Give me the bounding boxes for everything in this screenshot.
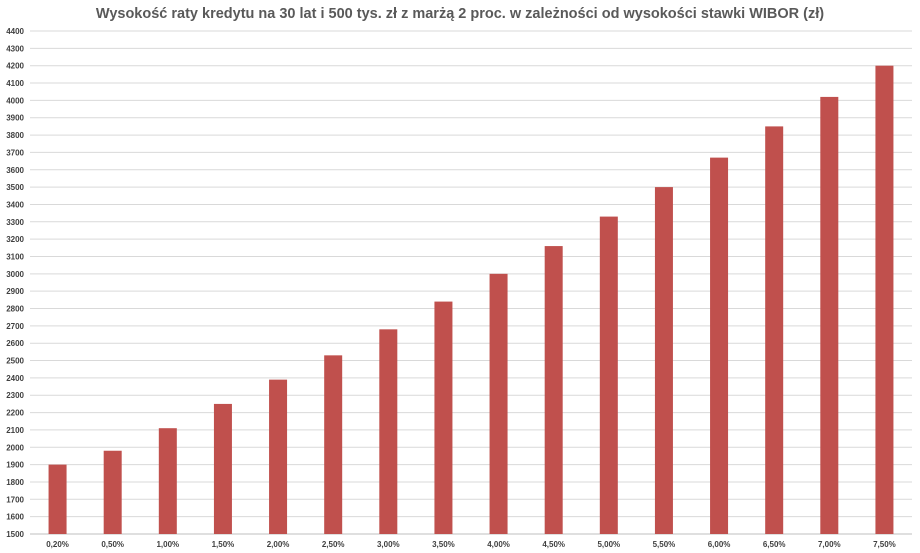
y-tick-label: 2300 [6,391,24,400]
bar [48,464,67,534]
x-tick-label: 0,50% [101,540,124,549]
y-tick-label: 2100 [6,426,24,435]
gridlines [30,30,912,535]
y-tick-label: 2000 [6,443,24,452]
bar [434,301,453,534]
bar [489,273,508,534]
bar [213,403,232,534]
x-tick-label: 3,50% [432,540,455,549]
bar [324,355,343,534]
y-tick-label: 4200 [6,62,24,71]
y-tick-label: 3600 [6,166,24,175]
y-tick-label: 2400 [6,374,24,383]
y-tick-label: 1900 [6,461,24,470]
y-tick-label: 2800 [6,305,24,314]
x-tick-label: 2,00% [267,540,290,549]
x-tick-label: 0,20% [46,540,69,549]
bar [379,329,398,534]
y-tick-label: 3800 [6,131,24,140]
bar [158,428,177,534]
y-tick-label: 1600 [6,513,24,522]
bar [820,96,839,535]
y-tick-label: 3100 [6,252,24,261]
y-tick-label: 1800 [6,478,24,487]
x-tick-label: 4,50% [542,540,565,549]
x-tick-label: 2,50% [322,540,345,549]
x-tick-label: 3,00% [377,540,400,549]
y-tick-label: 4300 [6,44,24,53]
y-tick-label: 2900 [6,287,24,296]
y-tick-label: 3200 [6,235,24,244]
bar [269,379,288,534]
bar [875,65,894,535]
y-axis-ticks: 1500 1600 1700 1800 1900 2000 2100 2200 2300 2400… [6,27,24,539]
y-tick-label: 3400 [6,200,24,209]
bars [48,65,894,535]
y-tick-label: 3700 [6,148,24,157]
bar [599,216,618,534]
y-tick-label: 4400 [6,27,24,36]
x-tick-label: 1,00% [156,540,179,549]
y-tick-label: 1700 [6,495,24,504]
y-tick-label: 3500 [6,183,24,192]
bar [544,246,563,534]
x-axis-ticks: 0,20% 0,50% 1,00% 1,50% 2,00% 2,50% 3,00% 3,50%… [46,540,896,549]
y-tick-label: 3000 [6,270,24,279]
y-tick-label: 2700 [6,322,24,331]
y-tick-label: 3300 [6,218,24,227]
y-tick-label: 2200 [6,409,24,418]
x-tick-label: 6,50% [763,540,786,549]
x-tick-label: 5,00% [597,540,620,549]
x-tick-label: 6,00% [708,540,731,549]
y-tick-label: 4100 [6,79,24,88]
x-tick-label: 1,50% [212,540,235,549]
x-tick-label: 4,00% [487,540,510,549]
x-tick-label: 7,50% [873,540,896,549]
y-tick-label: 2600 [6,339,24,348]
y-tick-label: 3900 [6,114,24,123]
y-tick-label: 2500 [6,357,24,366]
chart-title: Wysokość raty kredytu na 30 lat i 500 ty… [95,6,825,22]
bar [654,187,673,534]
x-tick-label: 7,00% [818,540,841,549]
x-tick-label: 5,50% [653,540,676,549]
y-tick-label: 4000 [6,96,24,105]
bar [765,126,784,535]
bar [710,157,729,534]
y-tick-label: 1500 [6,530,24,539]
bar [103,450,122,534]
